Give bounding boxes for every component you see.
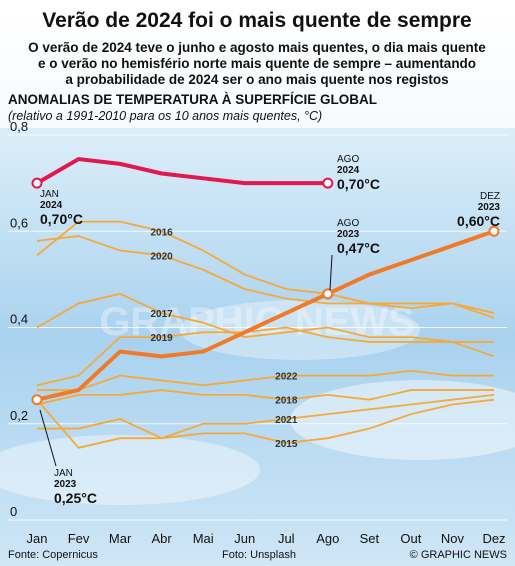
- series-line: [37, 369, 494, 391]
- series-label: 2021: [275, 415, 298, 426]
- annotation-month: JAN: [40, 189, 59, 200]
- subheading: (relativo a 1991-2010 para os 10 anos ma…: [8, 109, 322, 123]
- series-label: 2017: [151, 309, 174, 320]
- x-tick-label: Out: [400, 531, 421, 546]
- annotation-month: DEZ: [480, 191, 500, 202]
- highlight-point: [31, 394, 43, 406]
- series-label: 2019: [151, 333, 174, 344]
- annotation-value: 0,70°C: [337, 176, 380, 192]
- annotation-year: 2024: [337, 165, 360, 176]
- annotation-value: 0,47°C: [337, 240, 380, 256]
- highlight-point: [322, 177, 334, 189]
- series-line: [37, 393, 495, 440]
- y-tick-label: 0: [10, 504, 17, 519]
- x-tick-label: Jul: [278, 531, 295, 546]
- series-label: 2018: [275, 396, 298, 407]
- series-line: [36, 292, 495, 358]
- x-tick-label: Jun: [234, 531, 255, 546]
- header-panel: [0, 0, 515, 128]
- y-tick-label: 0,6: [10, 215, 28, 230]
- y-tick-label: 0,2: [10, 408, 28, 423]
- series-label: 2022: [275, 372, 298, 383]
- series-label: 2015: [275, 439, 298, 450]
- x-tick-label: Dez: [482, 531, 505, 546]
- x-tick-label: Mar: [109, 531, 132, 546]
- y-tick-label: 0,4: [10, 312, 28, 327]
- photo-credit: Foto: Unsplash: [222, 549, 296, 561]
- plot: 0 0,2 0,4 0,6 0,8 Jan Fev Mar Abr Mai Jun Jul Ago Set…: [8, 119, 507, 546]
- highlight-point: [322, 288, 334, 300]
- heading: ANOMALIAS DE TEMPERATURA À SUPERFÍCIE GL…: [8, 92, 377, 107]
- x-tick-label: Fev: [68, 531, 90, 546]
- x-tick-label: Mai: [193, 531, 214, 546]
- y-tick-label: 0,8: [10, 119, 28, 134]
- series-line: [36, 229, 495, 402]
- annotation-year: 2023: [478, 202, 501, 213]
- series-line: [36, 398, 495, 449]
- cloud: [290, 380, 515, 460]
- cloud: [0, 435, 260, 505]
- x-tick-label: Ago: [316, 531, 339, 546]
- title: Verão de 2024 foi o mais quente de sempr…: [42, 9, 472, 32]
- highlight-point: [31, 177, 43, 189]
- annotation-value: 0,25°C: [54, 490, 97, 506]
- x-tick-label: Nov: [441, 531, 465, 546]
- series-line: [36, 220, 495, 314]
- x-tick-label: Set: [360, 531, 380, 546]
- annotation-pointer: [39, 409, 57, 467]
- annotation-value: 0,60°C: [457, 213, 500, 229]
- x-tick-label: Abr: [152, 531, 173, 546]
- subtitle: e o verão no hemisfério norte mais quent…: [38, 56, 476, 71]
- annotation-month: AGO: [337, 154, 359, 165]
- series-line: [36, 326, 494, 387]
- annotation-month: AGO: [337, 218, 359, 229]
- series-label: 2016: [151, 227, 174, 238]
- annotation-arrow: [329, 254, 333, 291]
- source: Fonte: Copernicus: [8, 549, 98, 561]
- highlight-point: [488, 225, 500, 237]
- subtitle: O verão de 2024 teve o junho e agosto ma…: [28, 40, 486, 55]
- subtitle: a probabilidade de 2024 ser o ano mais q…: [65, 72, 448, 87]
- series-line: [36, 235, 495, 319]
- annotation-month: JAN: [54, 468, 73, 479]
- series-line: [36, 389, 494, 406]
- x-tick-label: Jan: [27, 531, 48, 546]
- annotation-year: 2023: [54, 479, 77, 490]
- annotation-year: 2023: [337, 229, 360, 240]
- series-label: 2020: [151, 251, 174, 262]
- series-line: [35, 157, 328, 186]
- annotation-value: 0,70°C: [40, 211, 83, 227]
- credit: © GRAPHIC NEWS: [410, 549, 507, 561]
- annotation-year: 2024: [40, 200, 63, 211]
